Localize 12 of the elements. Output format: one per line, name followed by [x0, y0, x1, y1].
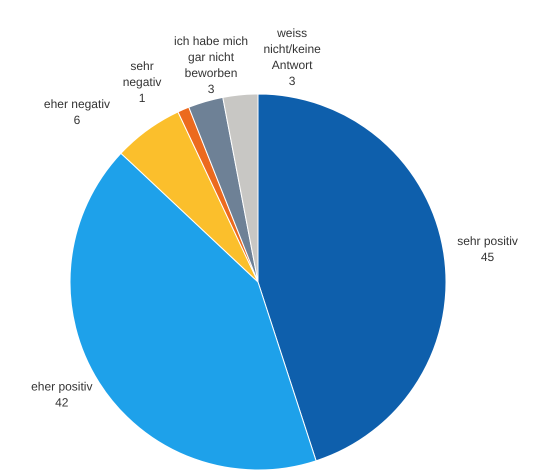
slice-label: sehr positiv	[457, 234, 518, 248]
slice-label: weiss nicht/keine Antwort	[263, 26, 322, 72]
data-label: 3	[208, 82, 215, 96]
data-label: 42	[55, 396, 69, 410]
slice-label: sehr negativ	[122, 58, 162, 89]
slice-label: eher negativ	[44, 97, 110, 112]
data-label: 6	[74, 113, 81, 128]
slice-label: eher positiv	[31, 380, 92, 394]
slice-label: ich habe mich gar nicht beworben	[174, 34, 248, 80]
data-label: 3	[288, 74, 296, 88]
data-label: 1	[138, 90, 146, 105]
data-label: 45	[480, 250, 495, 264]
